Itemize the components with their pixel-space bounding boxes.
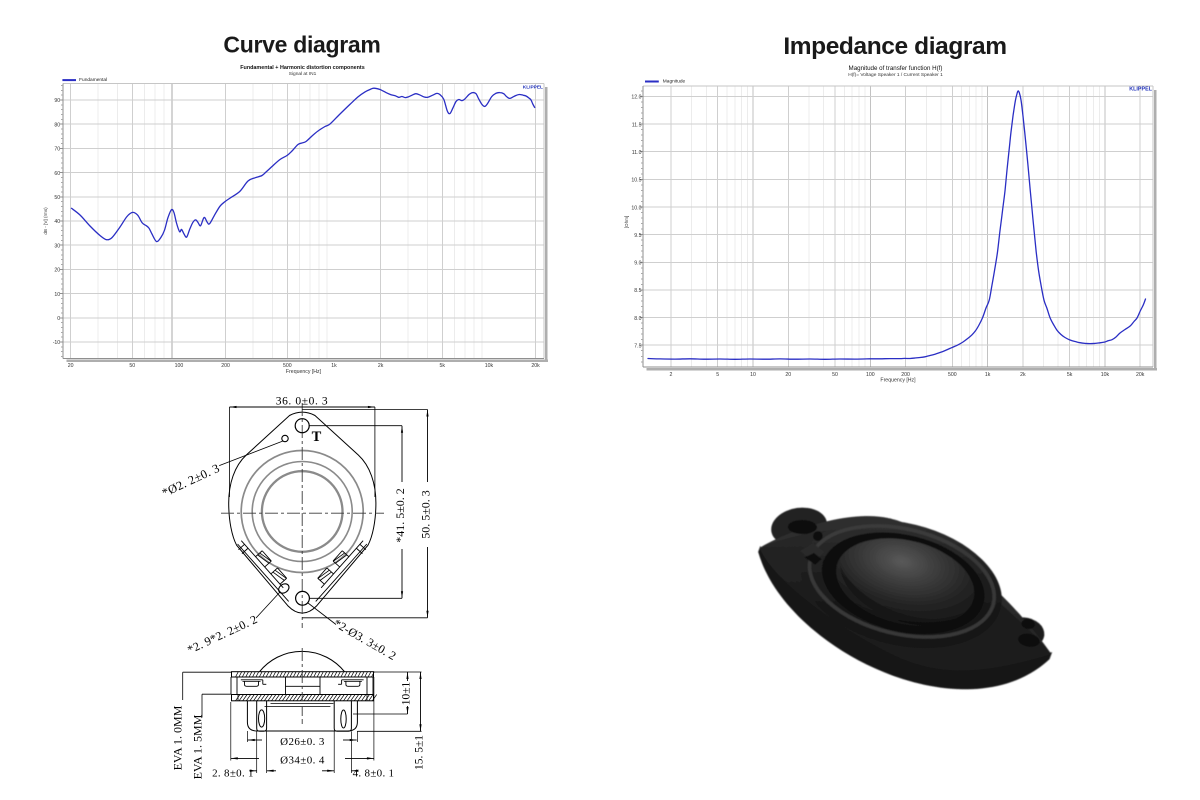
- svg-text:20k: 20k: [1136, 372, 1145, 378]
- svg-text:*41. 5±0. 2: *41. 5±0. 2: [393, 488, 407, 543]
- svg-text:2. 8±0. 1: 2. 8±0. 1: [212, 767, 254, 779]
- svg-text:5k: 5k: [1067, 372, 1073, 378]
- svg-text:200: 200: [901, 372, 910, 378]
- svg-text:50: 50: [54, 195, 60, 201]
- svg-text:10±1: 10±1: [401, 681, 413, 705]
- svg-text:[Ohm]: [Ohm]: [624, 216, 629, 229]
- svg-text:Curve diagram: Curve diagram: [223, 32, 380, 58]
- svg-text:80: 80: [54, 122, 60, 128]
- svg-text:-10: -10: [53, 340, 61, 346]
- svg-text:10: 10: [750, 372, 756, 378]
- svg-text:EVA 1. 5MM: EVA 1. 5MM: [191, 714, 205, 779]
- svg-text:8.5: 8.5: [634, 288, 641, 294]
- svg-text:20: 20: [54, 268, 60, 274]
- svg-text:10k: 10k: [1101, 372, 1110, 378]
- svg-text:36. 0±0. 3: 36. 0±0. 3: [276, 395, 329, 407]
- svg-text:20: 20: [785, 372, 791, 378]
- svg-text:10.5: 10.5: [631, 178, 641, 184]
- svg-text:20k: 20k: [531, 363, 540, 369]
- svg-text:500: 500: [948, 372, 957, 378]
- svg-text:KLIPPEL: KLIPPEL: [1129, 87, 1152, 93]
- svg-text:Impedance diagram: Impedance diagram: [783, 33, 1006, 60]
- svg-text:0: 0: [57, 316, 60, 322]
- svg-text:*2-Ø3. 3±0. 2: *2-Ø3. 3±0. 2: [331, 616, 399, 663]
- svg-text:8.0: 8.0: [634, 316, 641, 322]
- svg-text:*Ø2. 2±0. 3: *Ø2. 2±0. 3: [160, 461, 222, 500]
- svg-text:Magnitude of transfer function: Magnitude of transfer function H(f): [849, 65, 943, 72]
- svg-text:EVA 1. 0MM: EVA 1. 0MM: [171, 705, 185, 770]
- svg-text:200: 200: [221, 363, 230, 369]
- svg-text:dB - [V] (rms): dB - [V] (rms): [43, 207, 48, 235]
- svg-text:10.0: 10.0: [631, 205, 641, 211]
- svg-text:7.5: 7.5: [634, 344, 641, 350]
- svg-text:11.5: 11.5: [632, 122, 642, 128]
- svg-text:1k: 1k: [985, 372, 991, 378]
- svg-text:2: 2: [670, 372, 673, 378]
- svg-text:40: 40: [54, 219, 60, 225]
- svg-text:50. 5±0. 3: 50. 5±0. 3: [419, 490, 433, 539]
- svg-text:Frequency [Hz]: Frequency [Hz]: [880, 378, 916, 384]
- svg-text:1k: 1k: [331, 363, 337, 369]
- svg-text:5k: 5k: [440, 363, 446, 369]
- svg-text:60: 60: [54, 171, 60, 177]
- svg-text:Signal at IN1: Signal at IN1: [289, 71, 317, 77]
- svg-text:11.0: 11.0: [632, 150, 642, 156]
- svg-text:50: 50: [129, 363, 135, 369]
- svg-text:Fundamental + Harmonic distort: Fundamental + Harmonic distortion compon…: [240, 65, 364, 71]
- svg-text:10: 10: [54, 292, 60, 298]
- svg-text:9.0: 9.0: [634, 261, 641, 267]
- svg-text:500: 500: [283, 363, 292, 369]
- svg-text:90: 90: [54, 98, 60, 104]
- svg-text:12.0: 12.0: [631, 95, 641, 101]
- svg-text:2k: 2k: [378, 363, 384, 369]
- svg-text:T: T: [312, 429, 322, 445]
- svg-text:5: 5: [716, 372, 719, 378]
- svg-text:30: 30: [54, 243, 60, 249]
- svg-text:Ø34±0. 4: Ø34±0. 4: [280, 754, 325, 766]
- svg-text:100: 100: [175, 363, 184, 369]
- svg-text:2k: 2k: [1020, 372, 1026, 378]
- svg-text:15. 5±1: 15. 5±1: [414, 735, 426, 770]
- svg-text:70: 70: [54, 147, 60, 153]
- svg-text:4. 8±0. 1: 4. 8±0. 1: [353, 767, 395, 779]
- svg-text:9.5: 9.5: [634, 233, 641, 239]
- svg-text:*2. 9*2. 2±0. 2: *2. 9*2. 2±0. 2: [185, 612, 259, 657]
- svg-text:50: 50: [832, 372, 838, 378]
- svg-text:Frequency [Hz]: Frequency [Hz]: [286, 369, 322, 375]
- svg-text:20: 20: [68, 363, 74, 369]
- svg-text:Fundamental: Fundamental: [79, 77, 107, 83]
- svg-text:10k: 10k: [485, 363, 494, 369]
- svg-text:100: 100: [866, 372, 875, 378]
- svg-text:H(f)= Voltage Speaker 1 / Curr: H(f)= Voltage Speaker 1 / Current Speake…: [848, 72, 943, 78]
- svg-text:Ø26±0. 3: Ø26±0. 3: [280, 736, 325, 748]
- svg-text:Magnitude: Magnitude: [663, 78, 686, 84]
- svg-text:KLIPPEL: KLIPPEL: [523, 85, 543, 91]
